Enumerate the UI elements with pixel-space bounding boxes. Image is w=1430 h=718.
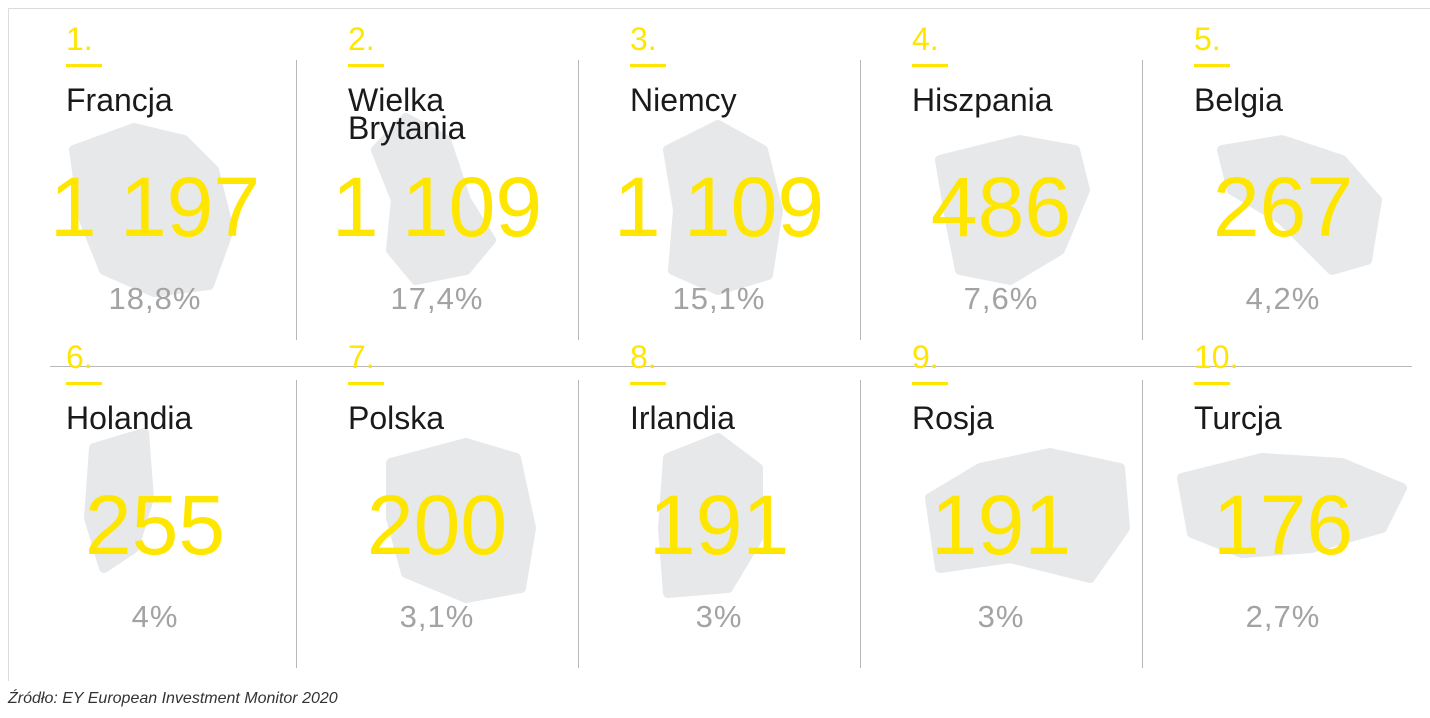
rank-underline <box>66 382 102 385</box>
share: 4% <box>131 599 179 634</box>
map-shape <box>1177 453 1407 558</box>
rank: 10. <box>1194 339 1239 375</box>
map-shape <box>386 438 536 603</box>
rank: 2. <box>348 21 375 57</box>
rank: 3. <box>630 21 657 57</box>
country-card: 7. Polska 200 3,1% <box>296 318 578 636</box>
row-divider <box>50 366 1412 367</box>
project-count: 267 <box>1212 160 1354 254</box>
rank-underline <box>630 382 666 385</box>
country-map <box>386 438 536 603</box>
share: 17,4% <box>390 281 484 316</box>
rank-underline <box>912 64 948 67</box>
project-count: 191 <box>648 478 790 572</box>
map-shape <box>658 433 763 598</box>
map-shape <box>663 120 783 295</box>
country-name: Hiszpania <box>912 82 1053 118</box>
rank: 5. <box>1194 21 1221 57</box>
country-card: 4. Hiszpania 486 7,6% <box>860 0 1142 318</box>
country-name: Turcja <box>1194 400 1282 436</box>
column-divider <box>578 380 579 668</box>
country-map <box>663 120 783 295</box>
project-count: 191 <box>930 478 1072 572</box>
country-card: 5. Belgia 267 4,2% <box>1142 0 1424 318</box>
rank: 6. <box>66 339 93 375</box>
map-shape <box>1217 135 1382 275</box>
map-shape <box>371 113 496 285</box>
country-card: 8. Irlandia 191 3% <box>578 318 860 636</box>
column-divider <box>1142 380 1143 668</box>
share: 3% <box>695 599 743 634</box>
column-divider <box>296 380 297 668</box>
rank-underline <box>66 64 102 67</box>
column-divider <box>860 60 861 340</box>
share: 4,2% <box>1245 281 1321 316</box>
project-count: 176 <box>1212 478 1354 572</box>
frame <box>8 8 1430 681</box>
country-card: 2. Wielka Brytania 1 109 17,4% <box>296 0 578 318</box>
country-card: 1. Francja 1 197 18,8% <box>14 0 296 318</box>
rank: 8. <box>630 339 657 375</box>
map-shape <box>935 135 1090 285</box>
column-divider <box>1142 60 1143 340</box>
country-map <box>1177 453 1407 558</box>
rank-underline <box>912 382 948 385</box>
rank: 9. <box>912 339 939 375</box>
share: 15,1% <box>672 281 766 316</box>
country-map <box>1217 135 1382 275</box>
country-map <box>84 428 154 573</box>
share: 7,6% <box>963 281 1039 316</box>
country-name: Rosja <box>912 400 994 436</box>
share: 3% <box>977 599 1025 634</box>
project-count: 1 197 <box>49 160 261 254</box>
map-shape <box>925 448 1130 583</box>
country-name: Niemcy <box>630 82 737 118</box>
country-name: Wielka Brytania <box>348 82 466 146</box>
share: 2,7% <box>1245 599 1321 634</box>
rank-underline <box>1194 64 1230 67</box>
project-count: 255 <box>84 478 226 572</box>
project-count: 1 109 <box>613 160 825 254</box>
country-map <box>69 123 234 297</box>
rank: 1. <box>66 21 93 57</box>
country-name: Francja <box>66 82 173 118</box>
country-map <box>935 135 1090 285</box>
country-card: 6. Holandia 255 4% <box>14 318 296 636</box>
map-shape <box>69 123 234 297</box>
share: 3,1% <box>399 599 475 634</box>
country-card: 3. Niemcy 1 109 15,1% <box>578 0 860 318</box>
rank-underline <box>348 382 384 385</box>
rank-underline <box>348 64 384 67</box>
map-shape <box>84 428 154 573</box>
column-divider <box>860 380 861 668</box>
share: 18,8% <box>108 281 202 316</box>
project-count: 486 <box>930 160 1072 254</box>
country-name: Polska <box>348 400 445 436</box>
rank: 7. <box>348 339 375 375</box>
rank-underline <box>630 64 666 67</box>
country-card: 10. Turcja 176 2,7% <box>1142 318 1424 636</box>
column-divider <box>578 60 579 340</box>
country-name: Irlandia <box>630 400 735 436</box>
source-note: Źródło: EY European Investment Monitor 2… <box>8 690 338 707</box>
country-name: Holandia <box>66 400 193 436</box>
country-map <box>371 113 496 285</box>
rank: 4. <box>912 21 939 57</box>
rank-underline <box>1194 382 1230 385</box>
project-count: 200 <box>366 478 508 572</box>
country-card: 9. Rosja 191 3% <box>860 318 1142 636</box>
country-name: Belgia <box>1194 82 1283 118</box>
country-map <box>658 433 763 598</box>
column-divider <box>296 60 297 340</box>
project-count: 1 109 <box>331 160 543 254</box>
country-map <box>925 448 1130 583</box>
